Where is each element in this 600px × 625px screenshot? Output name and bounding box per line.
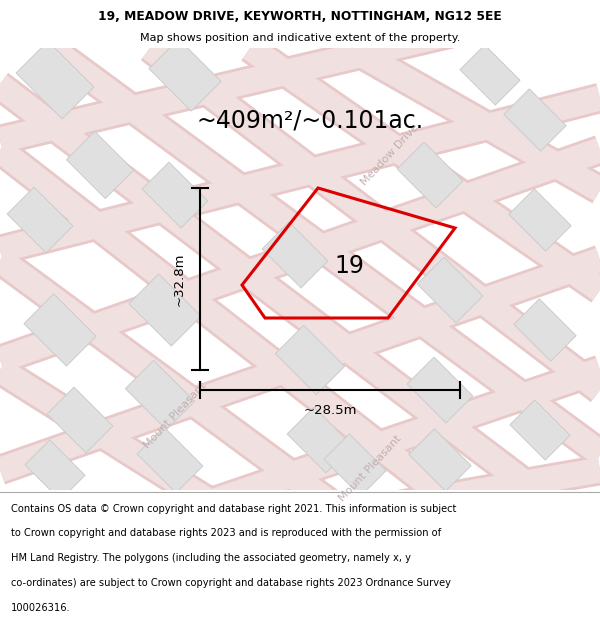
- Text: to Crown copyright and database rights 2023 and is reproduced with the permissio: to Crown copyright and database rights 2…: [11, 529, 441, 539]
- Polygon shape: [142, 162, 208, 228]
- Polygon shape: [409, 429, 471, 491]
- Polygon shape: [275, 326, 344, 394]
- Text: Meadow Drive: Meadow Drive: [359, 122, 421, 188]
- Text: 19, MEADOW DRIVE, KEYWORTH, NOTTINGHAM, NG12 5EE: 19, MEADOW DRIVE, KEYWORTH, NOTTINGHAM, …: [98, 9, 502, 22]
- Text: Contains OS data © Crown copyright and database right 2021. This information is : Contains OS data © Crown copyright and d…: [11, 504, 456, 514]
- Polygon shape: [47, 387, 113, 453]
- Polygon shape: [125, 361, 194, 429]
- Polygon shape: [510, 400, 570, 460]
- Polygon shape: [24, 294, 96, 366]
- Text: co-ordinates) are subject to Crown copyright and database rights 2023 Ordnance S: co-ordinates) are subject to Crown copyr…: [11, 578, 451, 588]
- Polygon shape: [137, 427, 203, 493]
- Polygon shape: [149, 39, 221, 111]
- Text: Map shows position and indicative extent of the property.: Map shows position and indicative extent…: [140, 32, 460, 43]
- Text: Mount Pleasant: Mount Pleasant: [337, 433, 403, 503]
- Text: ~409m²/~0.101ac.: ~409m²/~0.101ac.: [196, 108, 424, 132]
- Text: HM Land Registry. The polygons (including the associated geometry, namely x, y: HM Land Registry. The polygons (includin…: [11, 554, 411, 564]
- Text: 100026316.: 100026316.: [11, 603, 70, 613]
- Text: ~32.8m: ~32.8m: [173, 253, 186, 306]
- Polygon shape: [287, 407, 353, 473]
- Polygon shape: [67, 131, 134, 199]
- Polygon shape: [7, 187, 73, 253]
- Polygon shape: [129, 274, 201, 346]
- Polygon shape: [460, 45, 520, 105]
- Polygon shape: [324, 434, 386, 496]
- Polygon shape: [504, 89, 566, 151]
- Text: 19: 19: [334, 254, 364, 278]
- Polygon shape: [16, 41, 94, 119]
- Polygon shape: [262, 222, 328, 288]
- Polygon shape: [407, 357, 473, 423]
- Polygon shape: [417, 257, 483, 323]
- Polygon shape: [397, 142, 463, 208]
- Text: ~28.5m: ~28.5m: [303, 404, 357, 417]
- Text: Mount Pleasant: Mount Pleasant: [142, 380, 208, 450]
- Polygon shape: [25, 440, 85, 500]
- Polygon shape: [509, 189, 571, 251]
- Polygon shape: [514, 299, 576, 361]
